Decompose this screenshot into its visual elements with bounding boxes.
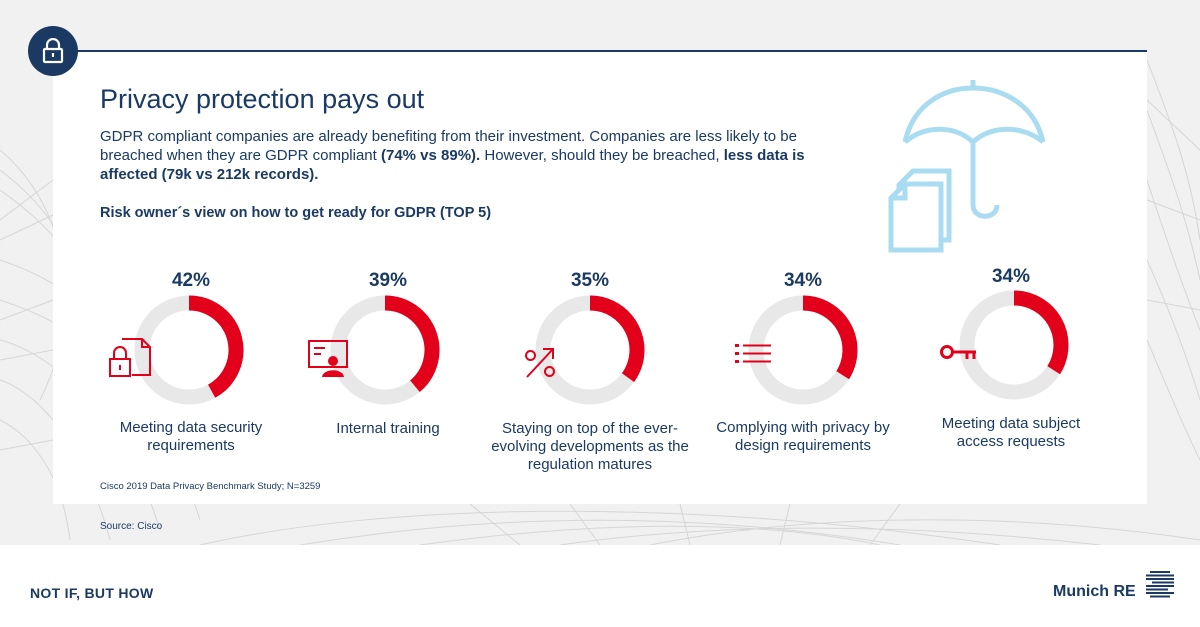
footer-tagline: NOT IF, BUT HOW <box>30 585 154 601</box>
page-title: Privacy protection pays out <box>100 84 425 114</box>
intro-part-1: GDPR compliant companies are already ben… <box>100 128 797 164</box>
intro-bold-2: less data is affected (79k vs 212k recor… <box>100 147 805 183</box>
content-card <box>53 52 1147 504</box>
intro-bold-1: (74% vs 89%). <box>380 147 481 164</box>
intro-part-2: However, should they be breached, <box>480 147 724 164</box>
list-icon <box>735 344 771 363</box>
donut-5 <box>959 290 1069 400</box>
background-mesh <box>0 59 1200 545</box>
item-label-3: Staying on top of the ever-evolving deve… <box>491 420 689 473</box>
footer: NOT IF, BUT HOW Munich RE <box>0 545 1200 627</box>
value-label-1: 42% <box>171 270 211 291</box>
donut-arc-1 <box>188 295 244 398</box>
donut-2 <box>330 295 440 405</box>
donut-arc-5 <box>1013 290 1069 375</box>
item-label-4: Complying with privacy by design require… <box>716 419 890 454</box>
value-label-4: 34% <box>783 270 823 291</box>
donut-arc-2 <box>384 295 440 392</box>
intro-text: GDPR compliant companies are already ben… <box>100 127 820 184</box>
umbrella-documents-icon <box>888 80 1046 253</box>
percent-icon <box>525 348 555 378</box>
donut-arc-3 <box>589 295 645 383</box>
munich-re-logo-icon <box>1146 571 1174 598</box>
lock-icon <box>42 38 64 64</box>
brand-name: Munich RE <box>1053 583 1136 600</box>
footnote: Cisco 2019 Data Privacy Benchmark Study;… <box>100 481 321 492</box>
header-rule <box>53 50 1147 52</box>
presentation-icon <box>308 340 348 377</box>
source-note: Source: Cisco <box>100 521 163 532</box>
value-label-5: 34% <box>991 266 1031 287</box>
item-label-5: Meeting data subject access requests <box>941 415 1081 450</box>
value-label-2: 39% <box>368 270 408 291</box>
donut-4 <box>748 295 858 405</box>
item-label-1: Meeting data security requirements <box>119 419 263 454</box>
donut-1 <box>134 295 244 405</box>
chart-title: Risk owner´s view on how to get ready fo… <box>100 205 492 221</box>
document-lock-icon <box>109 338 151 377</box>
donut-arc-4 <box>802 295 858 380</box>
item-label-2: Internal training <box>336 420 440 437</box>
lock-badge <box>28 26 78 76</box>
key-icon <box>940 345 976 359</box>
value-label-3: 35% <box>570 270 610 291</box>
